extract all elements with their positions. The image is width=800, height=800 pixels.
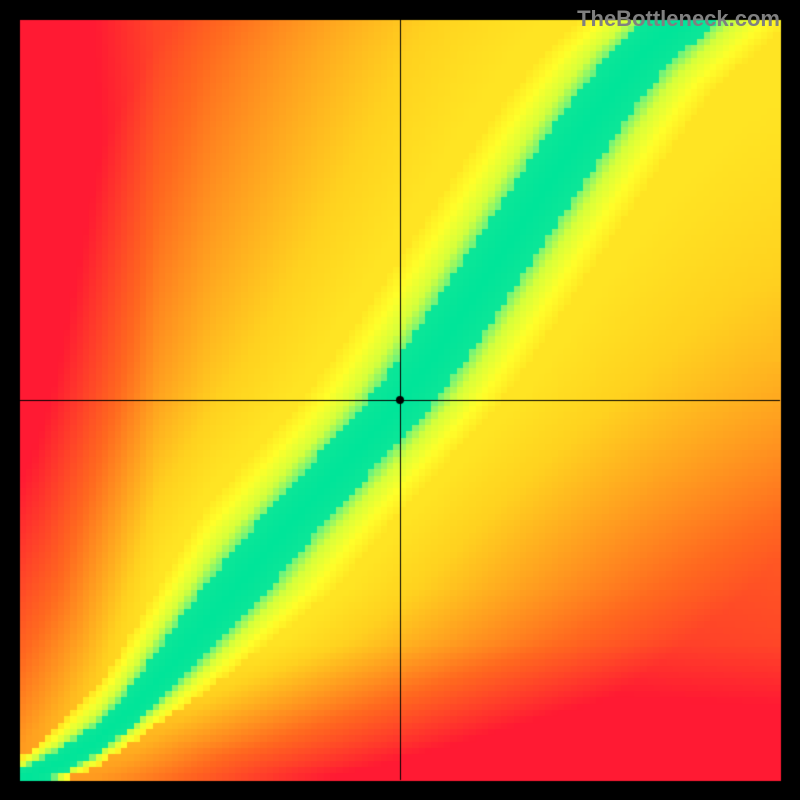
bottleneck-heatmap (0, 0, 800, 800)
chart-container: TheBottleneck.com (0, 0, 800, 800)
source-watermark: TheBottleneck.com (577, 6, 780, 32)
